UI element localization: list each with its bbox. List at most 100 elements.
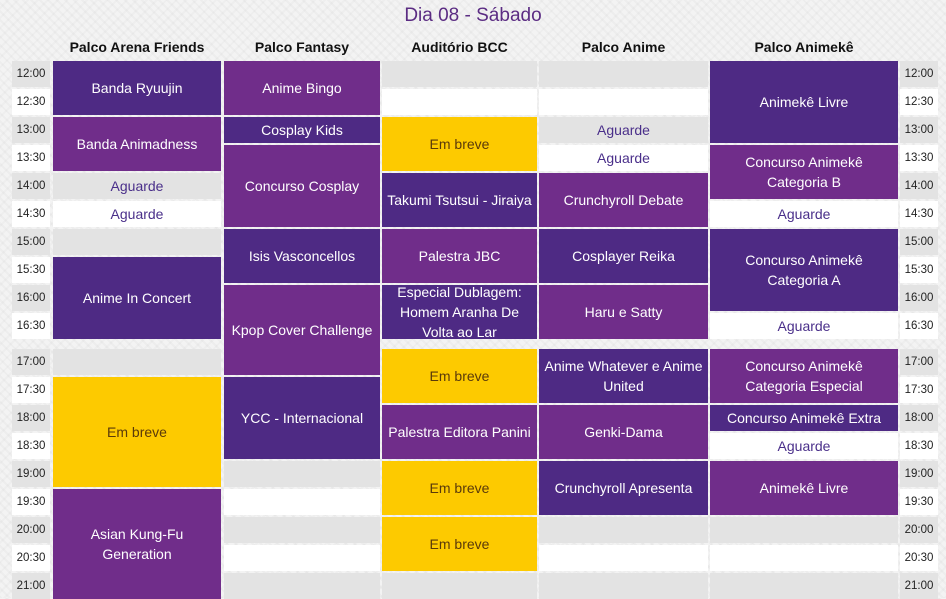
empty-slot (224, 489, 380, 515)
time-label-right: 14:00 (900, 173, 938, 199)
event-em-breve[interactable]: Em breve (382, 461, 537, 515)
time-label-right: 20:00 (900, 517, 938, 543)
time-label-left: 20:00 (12, 517, 50, 543)
event-label: Crunchyroll Debate (563, 192, 684, 208)
empty-slot (539, 517, 708, 543)
column-header-palco-arena-friends: Palco Arena Friends (69, 39, 205, 55)
time-label-left: 21:00 (12, 573, 50, 599)
event-anime-in-concert[interactable]: Anime In Concert (53, 257, 221, 339)
event-palestra-jbc[interactable]: Palestra JBC (382, 229, 537, 283)
time-label-right: 18:30 (900, 433, 938, 459)
event-concurso-animeke-extra[interactable]: Concurso Animekê Extra (710, 405, 898, 431)
event-em-breve[interactable]: Em breve (382, 117, 537, 171)
empty-slot (53, 229, 221, 255)
time-label-right: 12:00 (900, 61, 938, 87)
time-label-left: 16:00 (12, 285, 50, 311)
event-ycc-internacional[interactable]: YCC - Internacional (224, 377, 380, 459)
event-asian-kung-fu-generation[interactable]: Asian Kung-Fu Generation (53, 489, 221, 599)
event-cosplayer-reika[interactable]: Cosplayer Reika (539, 229, 708, 283)
event-crunchyroll-debate[interactable]: Crunchyroll Debate (539, 173, 708, 227)
empty-slot (382, 89, 537, 115)
time-label-left: 20:30 (12, 545, 50, 571)
event-isis-vasconcellos[interactable]: Isis Vasconcellos (224, 229, 380, 283)
empty-slot (382, 61, 537, 87)
event-aguarde: Aguarde (53, 173, 221, 199)
event-label: YCC - Internacional (240, 410, 364, 426)
column-header-palco-anime: Palco Anime (581, 39, 666, 55)
time-label-right: 20:30 (900, 545, 938, 571)
time-label-left: 13:00 (12, 117, 50, 143)
event-label: Aguarde (777, 438, 831, 454)
empty-slot (539, 545, 708, 571)
empty-slot (710, 433, 898, 459)
empty-slot (53, 173, 221, 199)
event-aguarde: Aguarde (710, 201, 898, 227)
time-label-left: 18:00 (12, 405, 50, 431)
time-label-left: 17:30 (12, 377, 50, 403)
empty-slot (539, 117, 708, 143)
event-label: Banda Animadness (76, 136, 198, 152)
event-palestra-editora-panini[interactable]: Palestra Editora Panini (382, 405, 537, 459)
event-banda-animadness[interactable]: Banda Animadness (53, 117, 221, 171)
event-takumi-tsutsui-jiraiya[interactable]: Takumi Tsutsui - Jiraiya (382, 173, 537, 227)
event-anime-whatever-e-anime-united[interactable]: Anime Whatever e Anime United (539, 349, 708, 403)
empty-slot (710, 201, 898, 227)
event-label: Cosplay Kids (261, 122, 343, 138)
event-especial-dublagem-homem-aranha-de-volta-ao-lar[interactable]: Especial Dublagem: Homem Aranha De Volta… (382, 284, 537, 340)
event-label: Isis Vasconcellos (248, 248, 356, 264)
event-crunchyroll-apresenta[interactable]: Crunchyroll Apresenta (539, 461, 708, 515)
event-em-breve[interactable]: Em breve (382, 517, 537, 571)
time-label-left: 18:30 (12, 433, 50, 459)
event-concurso-animeke-categoria-a[interactable]: Concurso Animekê Categoria A (710, 229, 898, 311)
event-label: Em breve (429, 480, 490, 496)
event-label: Takumi Tsutsui - Jiraiya (387, 192, 532, 208)
event-label: Em breve (429, 368, 490, 384)
event-em-breve[interactable]: Em breve (53, 377, 221, 487)
empty-slot (710, 313, 898, 339)
time-label-right: 14:30 (900, 201, 938, 227)
time-label-right: 12:30 (900, 89, 938, 115)
empty-slot (539, 89, 708, 115)
event-cosplay-kids[interactable]: Cosplay Kids (224, 117, 380, 143)
empty-slot (710, 573, 898, 599)
event-label: Concurso Animekê Categoria Especial (745, 358, 863, 394)
column-header-auditorio-bcc: Auditório BCC (411, 39, 508, 55)
time-label-left: 15:00 (12, 229, 50, 255)
event-label: Anime Bingo (262, 80, 342, 96)
event-genki-dama[interactable]: Genki-Dama (539, 405, 708, 459)
event-concurso-animeke-categoria-especial[interactable]: Concurso Animekê Categoria Especial (710, 349, 898, 403)
event-label: Anime In Concert (82, 290, 192, 306)
event-label: Banda Ryuujin (91, 80, 183, 96)
time-label-left: 14:30 (12, 201, 50, 227)
time-label-left: 14:00 (12, 173, 50, 199)
column-header-palco-animeke: Palco Animekê (754, 39, 854, 55)
event-label: Cosplayer Reika (572, 248, 675, 264)
event-animeke-livre[interactable]: Animekê Livre (710, 461, 898, 515)
event-anime-bingo[interactable]: Anime Bingo (224, 61, 380, 115)
time-label-right: 13:00 (900, 117, 938, 143)
event-concurso-cosplay[interactable]: Concurso Cosplay (224, 145, 380, 227)
event-concurso-animeke-categoria-b[interactable]: Concurso Animekê Categoria B (710, 145, 898, 199)
event-label: Anime Whatever e Anime United (544, 358, 703, 394)
event-kpop-cover-challenge[interactable]: Kpop Cover Challenge (224, 285, 380, 375)
empty-slot (224, 461, 380, 487)
event-aguarde: Aguarde (710, 433, 898, 459)
empty-slot (224, 573, 380, 599)
empty-slot (710, 545, 898, 571)
time-label-right: 19:00 (900, 461, 938, 487)
event-label: Em breve (429, 136, 490, 152)
event-label: Palestra Editora Panini (388, 424, 531, 440)
time-label-left: 19:30 (12, 489, 50, 515)
event-label: Asian Kung-Fu Generation (90, 526, 184, 562)
event-haru-e-satty[interactable]: Haru e Satty (539, 285, 708, 339)
event-animeke-livre[interactable]: Animekê Livre (710, 61, 898, 143)
empty-slot (224, 517, 380, 543)
time-label-left: 16:30 (12, 313, 50, 339)
empty-slot (539, 61, 708, 87)
empty-slot (382, 573, 537, 599)
event-label: Aguarde (110, 206, 164, 222)
time-label-right: 15:30 (900, 257, 938, 283)
event-banda-ryuujin[interactable]: Banda Ryuujin (53, 61, 221, 115)
event-em-breve[interactable]: Em breve (382, 349, 537, 403)
event-label: Animekê Livre (759, 94, 849, 110)
